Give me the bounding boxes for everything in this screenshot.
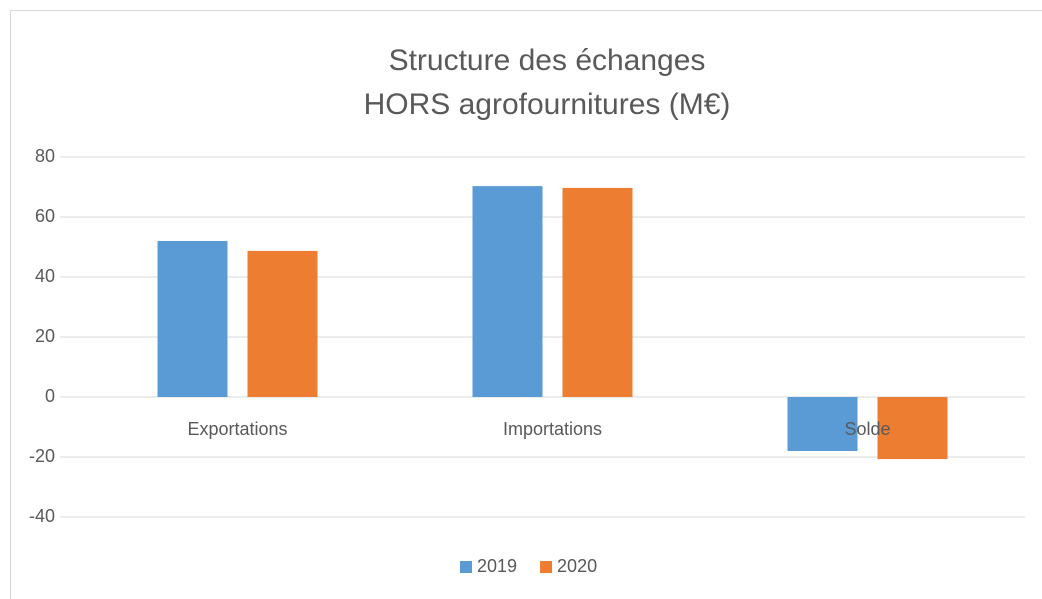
x-tick-label: Solde [844,419,890,439]
bar [562,187,633,397]
y-tick-label: 40 [35,266,55,286]
bar [157,241,228,397]
y-tick-label: 60 [35,206,55,226]
legend-swatch [540,561,553,573]
y-tick-label: -20 [29,446,55,466]
legend-swatch [460,561,472,573]
x-tick-label: Exportations [187,419,287,439]
bar [877,397,948,460]
y-tick-label: 20 [35,326,55,346]
legend-label: 2020 [557,556,597,576]
x-tick-label: Importations [503,419,602,439]
y-tick-label: 80 [35,146,55,166]
chart-title: HORS agrofournitures (M€) [364,88,731,121]
y-tick-label: -40 [29,506,55,526]
bar [787,397,858,451]
y-tick-label: 0 [45,386,55,406]
chart-title: Structure des échanges [389,44,706,77]
legend-label: 2019 [477,556,517,576]
bar [472,186,543,397]
bar [247,250,318,397]
